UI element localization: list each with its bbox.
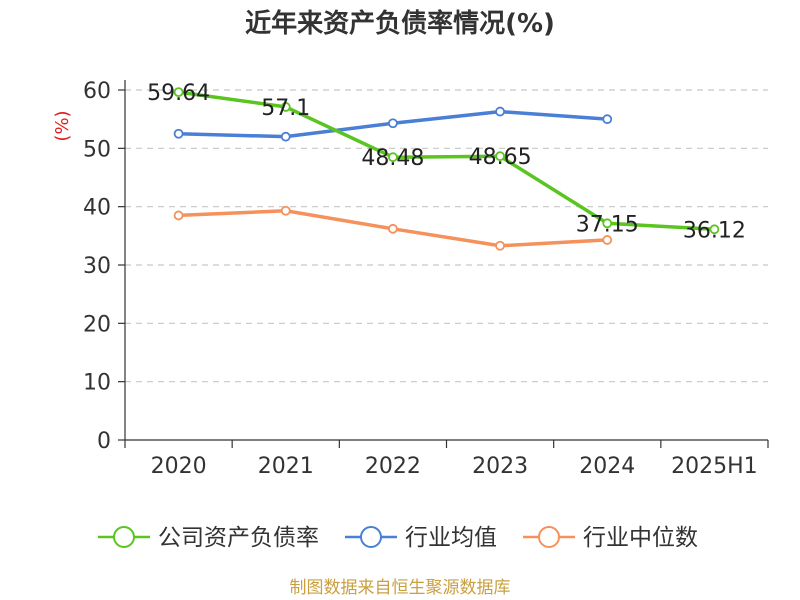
legend-marker-1 bbox=[360, 526, 382, 548]
legend-label-2: 行业中位数 bbox=[583, 525, 698, 551]
grid-lines bbox=[125, 89, 768, 383]
point-s1-2 bbox=[388, 118, 398, 129]
x-tick-label-2023: 2023 bbox=[472, 454, 528, 479]
x-tick-label-2025H1: 2025H1 bbox=[671, 454, 758, 479]
point-s0-5 bbox=[709, 224, 720, 235]
y-tick-label-60: 60 bbox=[83, 79, 111, 104]
axes: 0 10 20 30 40 50 60 2020 2021 2022 2023 2024 2025H1 bbox=[83, 79, 769, 479]
point-s1-4 bbox=[602, 114, 613, 125]
x-tick-label-2020: 2020 bbox=[151, 454, 207, 479]
chart-title: 近年来资产负债率情况(%) bbox=[245, 8, 555, 39]
point-s0-0 bbox=[173, 87, 184, 97]
y-tick-label-0: 0 bbox=[97, 429, 111, 454]
y-tick-label-40: 40 bbox=[83, 196, 111, 221]
point-s2-2 bbox=[388, 223, 398, 234]
x-tick-label-2021: 2021 bbox=[258, 454, 314, 479]
x-tick-label-2022: 2022 bbox=[365, 454, 421, 479]
point-s0-2 bbox=[388, 152, 398, 163]
legend-label-1: 行业均值 bbox=[405, 525, 497, 551]
data-labels: 59.64 57.1 48.48 48.65 37.15 36.12 bbox=[147, 81, 746, 243]
legend: 公司资产负债率 行业均值 行业中位数 bbox=[98, 525, 698, 551]
point-s1-1 bbox=[280, 131, 291, 142]
legend-marker-0 bbox=[113, 526, 135, 548]
point-s1-3 bbox=[495, 106, 505, 117]
legend-marker-2 bbox=[538, 526, 560, 548]
point-s0-4 bbox=[602, 218, 613, 229]
data-label-5: 36.12 bbox=[683, 218, 746, 243]
data-label-2: 48.48 bbox=[361, 146, 424, 171]
legend-label-0: 公司资产负债率 bbox=[158, 525, 319, 551]
y-axis-label: (%) bbox=[52, 110, 73, 141]
point-s1-0 bbox=[173, 128, 184, 139]
point-s0-1 bbox=[280, 102, 291, 112]
point-s2-1 bbox=[280, 205, 291, 216]
y-tick-label-50: 50 bbox=[83, 137, 111, 162]
source-note: 制图数据来自恒生聚源数据库 bbox=[290, 578, 511, 598]
data-label-4: 37.15 bbox=[576, 212, 639, 237]
data-label-1: 57.1 bbox=[261, 96, 310, 121]
series-lines bbox=[173, 87, 720, 251]
y-tick-label-30: 30 bbox=[83, 254, 111, 279]
y-tick-label-20: 20 bbox=[83, 312, 111, 337]
y-tick-label-10: 10 bbox=[83, 371, 111, 396]
point-s2-0 bbox=[173, 210, 184, 221]
x-tick-label-2024: 2024 bbox=[579, 454, 635, 479]
point-s2-3 bbox=[495, 240, 505, 251]
series-line-0 bbox=[178, 90, 715, 232]
point-s0-3 bbox=[495, 151, 505, 162]
data-label-0: 59.64 bbox=[147, 81, 210, 106]
data-label-3: 48.65 bbox=[469, 145, 532, 170]
point-s2-4 bbox=[602, 235, 613, 245]
